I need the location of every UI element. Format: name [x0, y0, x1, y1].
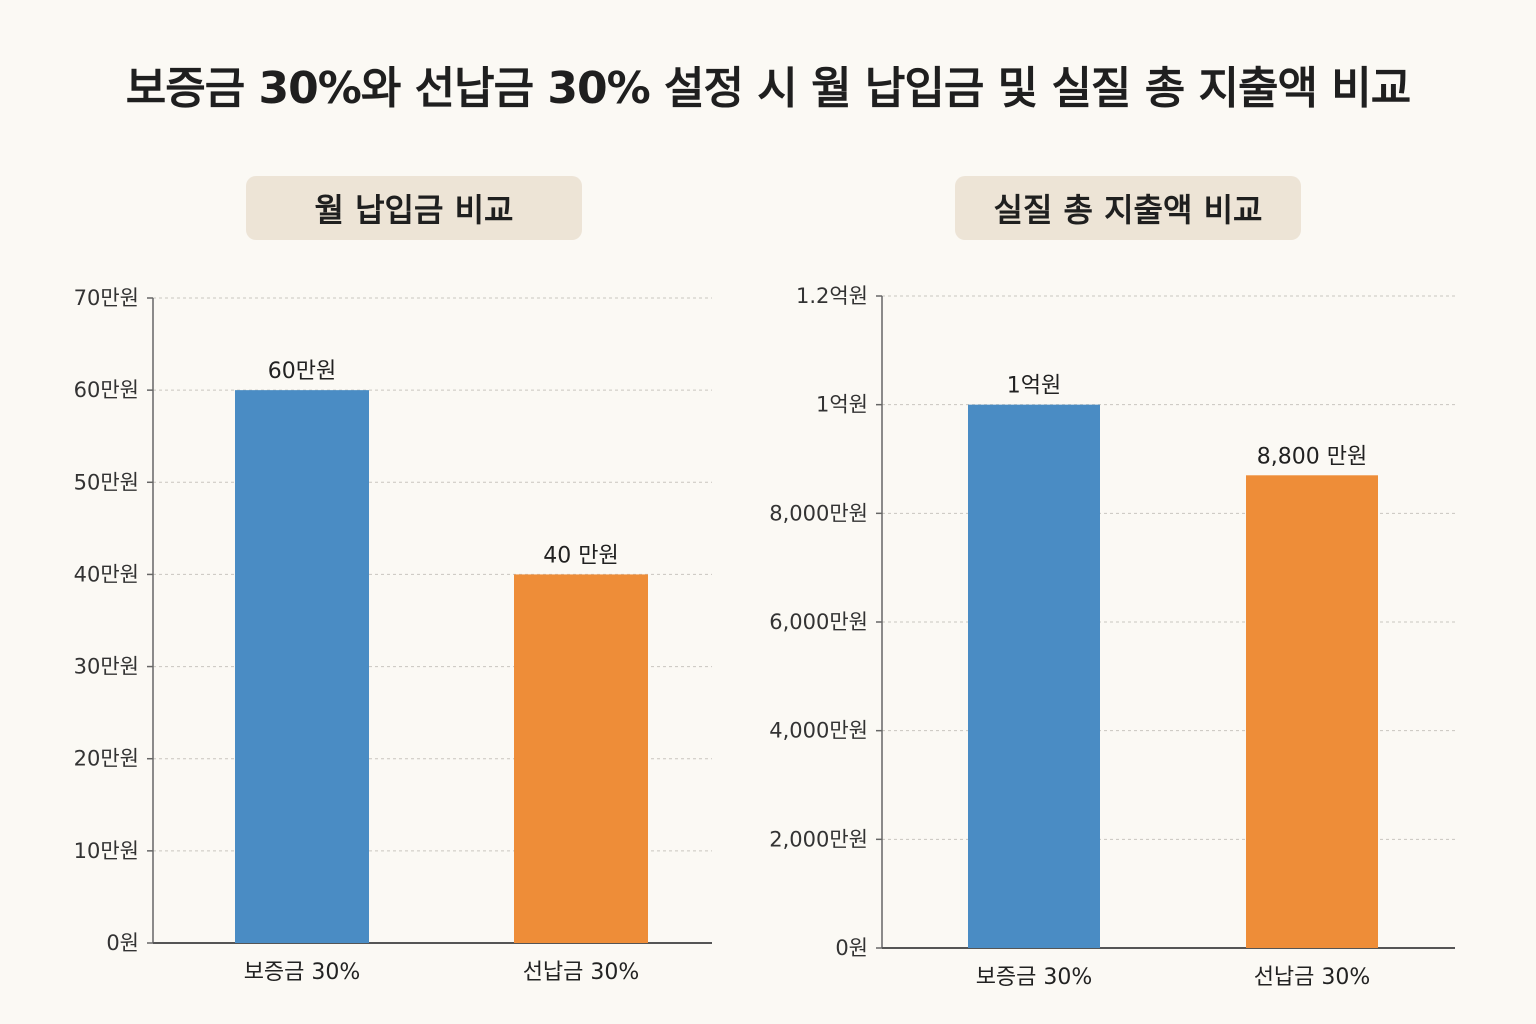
y-tick-label: 0원 — [106, 931, 139, 955]
x-tick-label: 보증금 30% — [976, 965, 1093, 990]
y-tick-label: 1억원 — [816, 393, 868, 417]
y-tick-label: 2,000만원 — [769, 827, 868, 851]
data-label: 40 만원 — [543, 543, 618, 568]
data-label: 60만원 — [268, 359, 336, 384]
y-tick-label: 60만원 — [74, 378, 139, 402]
page-title: 보증금 30%와 선납금 30% 설정 시 월 납입금 및 실질 총 지출액 비… — [125, 63, 1412, 114]
x-tick-label: 선납금 30% — [1254, 965, 1371, 990]
x-tick-label: 보증금 30% — [244, 960, 361, 985]
y-tick-label: 8,000만원 — [769, 501, 868, 525]
y-tick-label: 6,000만원 — [769, 610, 868, 634]
bar — [235, 390, 369, 944]
y-tick-label: 4,000만원 — [769, 719, 868, 743]
data-label: 8,800 만원 — [1257, 444, 1367, 469]
y-tick-label: 20만원 — [74, 747, 139, 771]
y-tick-label: 1.2억원 — [796, 284, 868, 308]
y-tick-label: 30만원 — [74, 655, 139, 679]
y-tick-label: 70만원 — [74, 286, 139, 310]
right-chart-title: 실질 총 지출액 비교 — [955, 176, 1301, 240]
y-tick-label: 40만원 — [74, 562, 139, 586]
y-tick-label: 0원 — [835, 936, 868, 960]
data-label: 1억원 — [1007, 374, 1061, 399]
x-tick-label: 선납금 30% — [523, 960, 640, 985]
y-tick-label: 50만원 — [74, 470, 139, 494]
y-tick-label: 10만원 — [74, 839, 139, 863]
bar — [514, 574, 648, 943]
bar — [968, 404, 1100, 949]
bar — [1246, 475, 1378, 948]
left-chart-title: 월 납입금 비교 — [246, 176, 582, 240]
